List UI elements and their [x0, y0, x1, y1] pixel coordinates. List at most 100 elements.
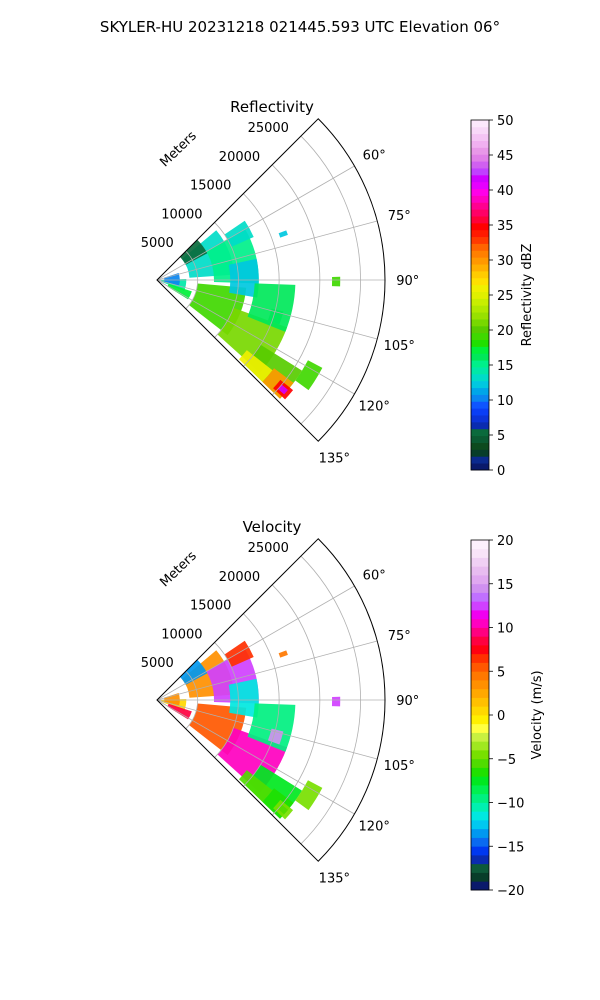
colorbar-segment — [471, 147, 489, 155]
colorbar-segment — [471, 645, 489, 655]
colorbar-segment — [471, 284, 489, 292]
radial-tick-label: 5000 — [141, 236, 174, 251]
colorbar-segment — [471, 671, 489, 681]
colorbar-segment — [471, 428, 489, 437]
echo-cell — [224, 220, 254, 247]
colorbar-segment — [471, 653, 489, 663]
colorbar-segment — [471, 442, 489, 450]
colorbar-segment — [471, 811, 489, 821]
colorbar-segment — [471, 401, 489, 409]
colorbar-segment — [471, 741, 489, 751]
colorbar-tick-label: 10 — [497, 394, 514, 409]
colorbar-segment — [471, 583, 489, 593]
azimuth-tick-label: 75° — [388, 629, 411, 644]
azimuth-gridline — [156, 640, 378, 701]
colorbar-segment — [471, 168, 489, 176]
radial-tick-label: 20000 — [219, 150, 260, 165]
colorbar-segment — [471, 636, 489, 646]
colorbar-segment — [471, 863, 489, 873]
echo-cell — [239, 770, 273, 802]
colorbar-segment — [471, 360, 489, 368]
colorbar-label: Velocity (m/s) — [530, 670, 545, 759]
colorbar-segment — [471, 202, 489, 210]
colorbar-segment — [471, 380, 489, 389]
colorbar-segment — [471, 776, 489, 786]
colorbar-tick-label: 20 — [497, 324, 514, 339]
panel-title: Reflectivity — [230, 98, 314, 116]
azimuth-tick-label: 120° — [359, 399, 390, 414]
colorbar-segment — [471, 618, 489, 628]
colorbar-segment — [471, 387, 489, 395]
echo-cell — [278, 230, 288, 238]
colorbar-tick-label: 45 — [497, 149, 514, 164]
colorbar-tick-label: 0 — [497, 709, 505, 724]
radial-tick-label: 15000 — [190, 599, 231, 614]
colorbar-segment — [471, 367, 489, 375]
colorbar-segment — [471, 456, 489, 464]
radial-tick-label: 20000 — [219, 570, 260, 585]
colorbar-segment — [471, 126, 489, 135]
colorbar-tick-label: 10 — [497, 622, 514, 637]
colorbar-segment — [471, 325, 489, 334]
colorbar-tick-label: 5 — [497, 429, 505, 444]
colorbar-segment — [471, 154, 489, 162]
colorbar-segment — [471, 229, 489, 238]
colorbar-tick-label: −20 — [497, 884, 524, 899]
colorbar-tick-label: −5 — [497, 753, 516, 768]
colorbar-segment — [471, 785, 489, 795]
azimuth-tick-label: 90° — [396, 694, 419, 709]
colorbar-segment — [471, 828, 489, 838]
colorbar-segment — [471, 540, 489, 550]
radial-tick-label: 10000 — [161, 627, 202, 642]
colorbar-segment — [471, 236, 489, 244]
azimuth-gridline — [156, 699, 378, 760]
colorbar-segment — [471, 548, 489, 558]
colorbar-segment — [471, 837, 489, 847]
radial-tick-label: 5000 — [141, 656, 174, 671]
colorbar-segment — [471, 610, 489, 620]
colorbar-segment — [471, 767, 489, 777]
colorbar-segment — [471, 209, 489, 217]
colorbar-segment — [471, 697, 489, 707]
colorbar-segment — [471, 257, 489, 265]
colorbar-segment — [471, 339, 489, 347]
radial-tick-label: 10000 — [161, 207, 202, 222]
radial-tick-label: 25000 — [248, 541, 289, 556]
colorbar-segment — [471, 566, 489, 576]
radial-tick-label: 25000 — [248, 121, 289, 136]
colorbar-segment — [471, 715, 489, 725]
colorbar-tick-label: 15 — [497, 578, 514, 593]
azimuth-tick-label: 105° — [384, 759, 415, 774]
colorbar-tick-label: 5 — [497, 665, 505, 680]
colorbar-segment — [471, 174, 489, 183]
colorbar-tick-label: −15 — [497, 840, 524, 855]
colorbar-segment — [471, 592, 489, 602]
sector-frame — [156, 118, 386, 442]
colorbar-segment — [471, 332, 489, 341]
azimuth-gridline — [156, 585, 355, 701]
colorbar-segment — [471, 688, 489, 698]
colorbar-segment — [471, 373, 489, 382]
echo-cell — [331, 696, 341, 707]
colorbar-tick-label: 0 — [497, 464, 505, 479]
azimuth-tick-label: 105° — [384, 339, 415, 354]
colorbar-segment — [471, 421, 489, 430]
echo-cell — [167, 703, 192, 720]
echo-cell — [180, 239, 208, 265]
azimuth-tick-label: 90° — [396, 274, 419, 289]
colorbar-segment — [471, 312, 489, 320]
colorbar-segment — [471, 181, 489, 190]
colorbar-segment — [471, 353, 489, 361]
azimuth-tick-label: 60° — [363, 569, 386, 584]
colorbar-segment — [471, 277, 489, 286]
polar-grid — [156, 555, 385, 845]
colorbar-tick-label: 40 — [497, 184, 514, 199]
colorbar-segment — [471, 195, 489, 203]
colorbar-segment — [471, 680, 489, 690]
colorbar-tick-label: 50 — [497, 114, 514, 129]
figure-title: SKYLER-HU 20231218 021445.593 UTC Elevat… — [100, 18, 500, 36]
colorbar-segment — [471, 250, 489, 258]
azimuth-gridline — [156, 279, 355, 395]
azimuth-tick-label: 120° — [359, 819, 390, 834]
colorbar-tick-label: 30 — [497, 254, 514, 269]
